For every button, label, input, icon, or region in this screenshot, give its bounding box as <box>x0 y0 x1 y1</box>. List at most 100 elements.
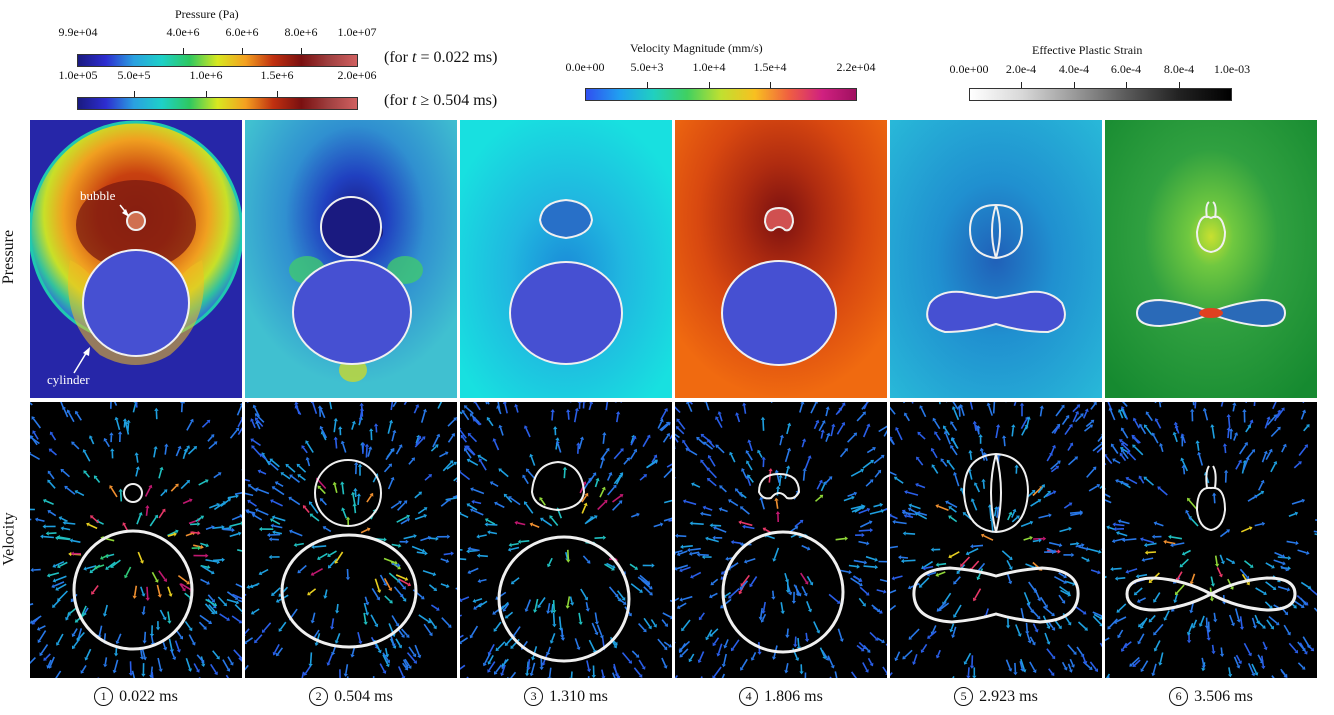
velocity-arrowhead <box>1287 631 1291 636</box>
caption-number: 1 <box>94 687 114 706</box>
velocity-arrow <box>692 571 702 578</box>
velocity-arrowhead <box>966 675 971 678</box>
velocity-arrow <box>67 411 75 423</box>
velocity-arrow <box>1232 405 1236 412</box>
velocity-arrowhead <box>42 524 46 529</box>
velocity-arrowhead <box>862 602 866 607</box>
velocity-arrow <box>879 578 887 583</box>
velocity-arrow <box>176 630 182 638</box>
velocity-arrowhead <box>950 437 955 442</box>
velocity-arrow <box>212 650 219 658</box>
velocity-arrowhead <box>1236 619 1241 623</box>
velocity-arrowhead <box>1226 414 1231 418</box>
velocity-arrow <box>677 427 685 435</box>
velocity-arrowhead <box>707 455 712 459</box>
velocity-arrow <box>334 484 338 493</box>
velocity-arrow <box>402 662 407 669</box>
velocity-arrowhead <box>74 490 79 494</box>
velocity-arrowhead <box>335 610 340 614</box>
velocity-arrow <box>479 460 487 471</box>
velocity-arrow <box>236 404 242 416</box>
velocity-arrowhead <box>626 457 630 462</box>
velocity-arrow <box>681 566 691 571</box>
note-suffix: = 0.022 ms) <box>416 49 498 66</box>
velocity-arrowhead <box>208 620 212 624</box>
velocity-arrow <box>952 676 955 678</box>
velocity-arrow <box>557 509 563 519</box>
velocity-arrow <box>290 498 301 506</box>
velocity-arrow <box>103 633 107 641</box>
velocity-arrow <box>125 566 132 577</box>
velocity-arrowhead <box>258 571 263 576</box>
velocity-arrow <box>57 537 70 541</box>
velocity-arrow <box>850 671 858 678</box>
velocity-arrow <box>567 549 570 560</box>
velocity-arrowhead <box>879 609 883 614</box>
velocity-arrow <box>1117 480 1129 486</box>
velocity-arrowhead <box>1262 625 1266 629</box>
velocity-arrow <box>758 451 763 458</box>
velocity-arrowhead <box>1248 652 1252 657</box>
velocity-arrow <box>677 420 686 430</box>
velocity-arrowhead <box>893 476 898 481</box>
velocity-tick-label: 2.2e+04 <box>836 60 876 74</box>
velocity-arrow <box>1127 478 1138 485</box>
caption-time: 1.310 ms <box>549 688 608 705</box>
velocity-arrowhead <box>588 402 594 405</box>
velocity-arrowhead <box>742 402 747 406</box>
velocity-arrow <box>705 402 710 411</box>
velocity-arrowhead <box>757 651 762 655</box>
velocity-arrowhead <box>784 670 789 674</box>
velocity-arrow <box>890 604 897 611</box>
velocity-arrowhead <box>866 423 871 428</box>
velocity-arrow <box>581 505 587 514</box>
velocity-arrow <box>1286 540 1296 544</box>
velocity-arrow <box>712 524 722 527</box>
velocity-arrow <box>279 621 287 630</box>
velocity-arrow <box>746 557 756 563</box>
velocity-arrow <box>157 657 162 670</box>
velocity-arrow <box>322 433 327 441</box>
velocity-arrowhead <box>463 405 468 409</box>
velocity-arrowhead <box>1063 666 1068 671</box>
velocity-arrow <box>820 483 826 492</box>
velocity-arrow <box>1114 459 1121 464</box>
velocity-arrow <box>151 571 158 581</box>
velocity-arrowhead <box>605 447 610 452</box>
velocity-arrow <box>657 421 663 429</box>
velocity-arrowhead <box>930 447 935 452</box>
velocity-arrowhead <box>1106 525 1110 530</box>
velocity-arrow <box>1239 568 1248 578</box>
velocity-arrowhead <box>445 558 450 563</box>
velocity-arrow <box>1090 403 1096 410</box>
velocity-arrow <box>1154 640 1161 650</box>
velocity-arrow <box>784 467 789 480</box>
velocity-arrowhead <box>1055 465 1060 470</box>
velocity-arrow <box>63 527 71 531</box>
velocity-arrowhead <box>175 529 179 534</box>
velocity-arrow <box>567 412 570 420</box>
velocity-arrowhead <box>395 623 400 627</box>
velocity-arrow <box>320 409 326 419</box>
velocity-arrow <box>995 426 999 439</box>
velocity-arrowhead <box>1211 651 1216 655</box>
velocity-arrow <box>1313 530 1317 533</box>
velocity-arrowhead <box>205 479 209 484</box>
velocity-arrow <box>168 638 173 650</box>
velocity-arrowhead <box>803 592 808 597</box>
velocity-arrowhead <box>1100 441 1102 444</box>
caption-number: 3 <box>524 687 544 706</box>
velocity-arrowhead <box>718 507 723 512</box>
velocity-arrowhead <box>621 597 626 601</box>
velocity-arrow <box>594 612 598 623</box>
velocity-arrow <box>142 606 146 613</box>
velocity-arrowhead <box>235 494 239 499</box>
velocity-arrow <box>403 402 407 406</box>
velocity-arrowhead <box>510 645 514 649</box>
velocity-arrow <box>487 402 490 405</box>
velocity-arrow <box>367 448 371 457</box>
velocity-arrow <box>226 591 237 599</box>
velocity-arrow <box>1030 500 1040 507</box>
velocity-arrow <box>675 433 680 439</box>
velocity-arrow <box>925 565 934 569</box>
